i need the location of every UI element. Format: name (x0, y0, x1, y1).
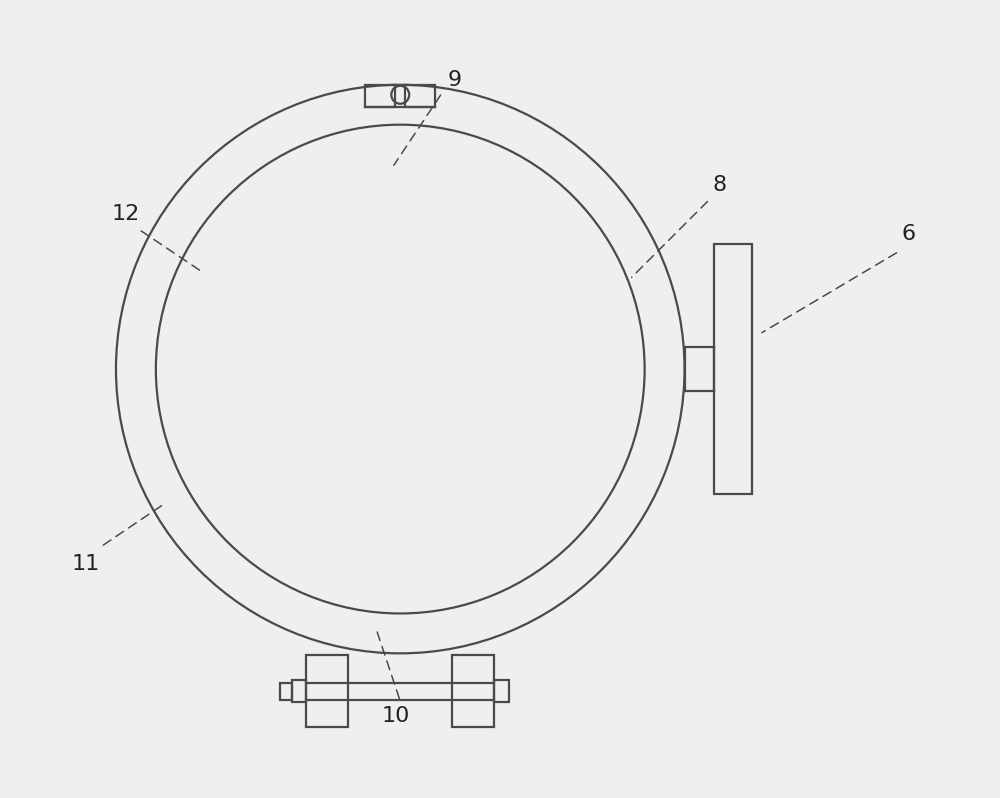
Bar (452, 655, 494, 727)
Bar (365, 85, 395, 107)
Bar (306, 655, 348, 727)
Bar (494, 680, 509, 702)
Text: 8: 8 (712, 175, 727, 195)
Bar (714, 244, 752, 494)
Text: 11: 11 (72, 554, 100, 574)
Text: 12: 12 (112, 204, 140, 224)
Bar (280, 683, 292, 700)
Bar (405, 85, 435, 107)
Text: 10: 10 (381, 706, 409, 726)
Text: 6: 6 (902, 224, 916, 244)
Text: 9: 9 (448, 69, 462, 90)
Bar (292, 680, 306, 702)
